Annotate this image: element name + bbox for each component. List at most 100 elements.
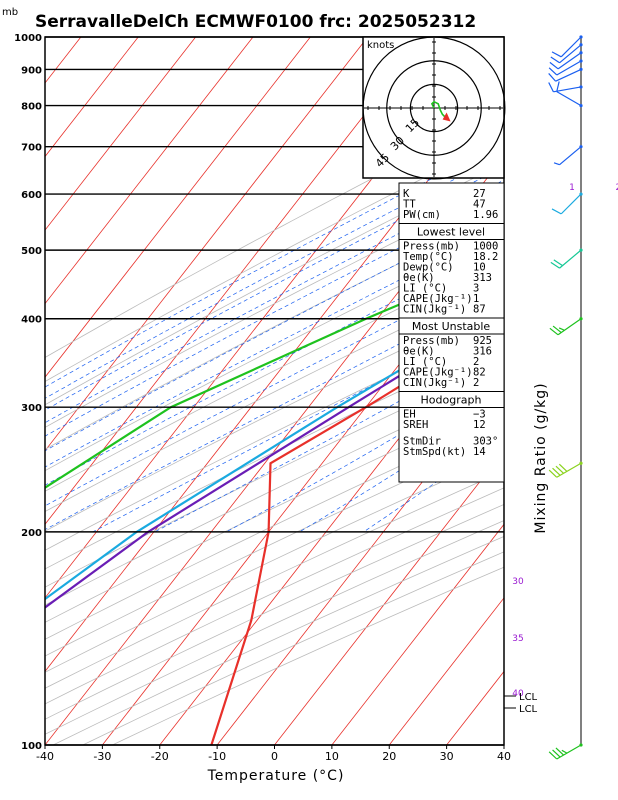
wind-barb xyxy=(553,145,583,166)
pressure-tick-label: 1000 xyxy=(14,33,42,44)
barb-feather xyxy=(549,327,559,336)
barb-feather xyxy=(556,81,560,92)
mixing-ratio-line xyxy=(572,37,618,194)
barb-feather xyxy=(548,82,554,93)
barb-dot xyxy=(579,51,583,55)
barb-staff xyxy=(559,44,582,64)
barb-staff xyxy=(560,36,582,58)
barb-staff xyxy=(560,193,582,215)
pressure-tick-label: 700 xyxy=(21,143,42,154)
temperature-tick-label: 30 xyxy=(440,750,454,763)
mixing-ratio-labels: 1234681012141618202530303540 xyxy=(512,183,618,699)
lowest-index-value: 1 xyxy=(473,293,479,305)
general-index-value: 1.96 xyxy=(473,209,498,221)
lowest-index-value: 87 xyxy=(473,304,486,316)
lowest-index-label: Dewp(°C) xyxy=(403,262,454,274)
barb-staff xyxy=(556,744,582,760)
unstable-index-value: 925 xyxy=(473,335,492,347)
barb-feather xyxy=(549,61,559,70)
barb-feather xyxy=(551,208,562,215)
lowest-level-heading: Lowest level xyxy=(417,226,485,239)
unstable-index-label: Press(mb) xyxy=(403,335,460,347)
pressure-tick-label: 600 xyxy=(21,190,42,201)
barb-staff xyxy=(557,52,582,70)
wind-barb xyxy=(548,67,583,82)
temperature-tick-label: -10 xyxy=(208,750,226,763)
hodograph-ring xyxy=(362,36,506,180)
wind-barb xyxy=(548,82,583,93)
wind-barbs xyxy=(548,35,583,760)
dry-adiabat xyxy=(45,110,504,358)
wind-barb xyxy=(550,43,583,64)
moist-adiabat xyxy=(45,141,504,388)
general-index-label: PW(cm) xyxy=(403,209,441,221)
pressure-tick-label: 100 xyxy=(21,741,42,752)
moist-adiabat xyxy=(45,193,504,437)
pressure-tick-label: 400 xyxy=(21,315,42,326)
barb-dot xyxy=(579,85,583,89)
unstable-index-value: 316 xyxy=(473,346,492,358)
pressure-tick-label: 800 xyxy=(21,102,42,113)
barb-feather xyxy=(548,469,558,478)
hodo-index-label: StmDir xyxy=(403,436,441,448)
isotherm-line xyxy=(45,37,254,305)
dry-adiabat xyxy=(45,380,504,606)
temperature-tick-label: 10 xyxy=(325,750,339,763)
barb-feather xyxy=(561,749,568,754)
temperature-tick-label: 20 xyxy=(382,750,396,763)
barb-dot xyxy=(579,248,583,252)
theta-e-label: 35 xyxy=(512,634,523,644)
isotherm-line xyxy=(45,37,196,231)
barb-dot xyxy=(579,35,583,39)
wind-barb xyxy=(548,59,583,76)
moist-adiabat xyxy=(45,153,504,399)
hodograph-trace xyxy=(430,100,448,120)
most-unstable-heading: Most Unstable xyxy=(412,320,491,333)
wind-barb xyxy=(551,192,583,215)
pressure-tick-label: 300 xyxy=(21,403,42,414)
isotherm-line xyxy=(274,450,504,745)
pressure-tick-label: 900 xyxy=(21,65,42,76)
lowest-index-label: Temp(°C) xyxy=(403,251,454,263)
series-line-temperature xyxy=(210,320,504,745)
isotherm-line xyxy=(45,37,139,158)
barb-staff xyxy=(559,146,582,166)
dry-adiabat xyxy=(45,137,504,383)
lowest-index-value: 1000 xyxy=(473,241,498,253)
barb-feather xyxy=(552,467,561,476)
isotherm-line xyxy=(388,597,504,745)
lowest-index-value: 18.2 xyxy=(473,251,498,263)
barb-dot xyxy=(579,461,583,465)
temperature-tick-label: 40 xyxy=(497,750,511,763)
unstable-index-label: CIN(Jkg⁻¹) xyxy=(403,377,466,389)
isotherm-line xyxy=(45,155,504,745)
general-index-value: 27 xyxy=(473,188,486,200)
hodo-index-value: 303° xyxy=(473,436,498,448)
mixing-ratio-label: 2 xyxy=(616,183,618,193)
barb-dot xyxy=(579,104,583,108)
unstable-index-value: 2 xyxy=(473,377,479,389)
barb-staff xyxy=(559,249,582,269)
dry-adiabat xyxy=(45,341,504,570)
dry-adiabat xyxy=(45,162,504,406)
series-line-dewpoint xyxy=(45,305,504,601)
barb-feather xyxy=(550,261,560,269)
hodo-index-label: StmSpd(kt) xyxy=(403,446,466,458)
unstable-index-label: θe(K) xyxy=(403,346,435,358)
background-lines xyxy=(45,37,618,745)
barb-staff xyxy=(556,462,582,478)
lowest-index-value: 313 xyxy=(473,272,492,284)
pressure-tick-label: 200 xyxy=(21,528,42,539)
lowest-index-label: CAPE(Jkg⁻¹) xyxy=(403,293,473,305)
barb-feather xyxy=(558,327,565,331)
isotherm-line xyxy=(102,229,504,745)
barb-dot xyxy=(579,145,583,149)
barb-feather xyxy=(552,325,562,334)
unstable-index-value: 2 xyxy=(473,356,479,368)
barb-feather xyxy=(553,259,563,267)
wind-barb xyxy=(549,51,583,70)
pressure-tick-label: 500 xyxy=(21,246,42,257)
general-index-label: K xyxy=(403,188,410,200)
